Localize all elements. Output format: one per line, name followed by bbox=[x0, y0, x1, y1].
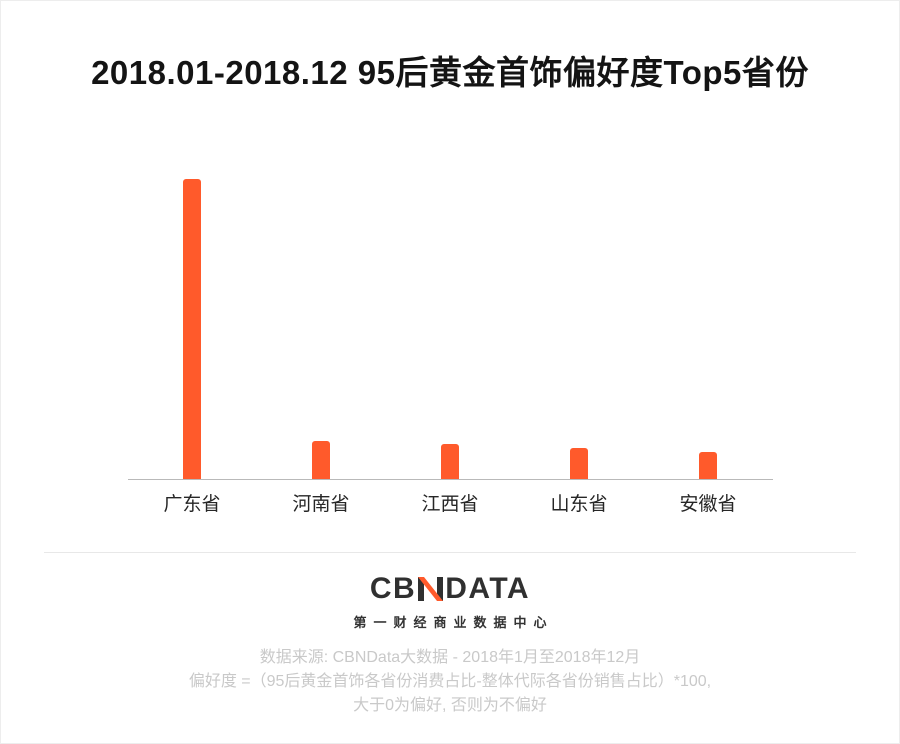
cbndata-logo: CB DATA bbox=[1, 572, 899, 606]
bar-column bbox=[386, 444, 515, 479]
bar-安徽省 bbox=[699, 452, 717, 479]
logo-text-right: DATA bbox=[445, 572, 531, 605]
bar-广东省 bbox=[183, 179, 201, 479]
footer-notes: 数据来源: CBNData大数据 - 2018年1月至2018年12月 偏好度 … bbox=[1, 646, 899, 718]
category-label: 江西省 bbox=[421, 494, 479, 515]
footer-note-line: 大于0为偏好, 否则为不偏好 bbox=[353, 697, 547, 714]
logo-subtitle: 第一财经商业数据中心 bbox=[353, 615, 554, 630]
labels-row: 广东省 河南省 江西省 山东省 安徽省 bbox=[128, 489, 773, 516]
footer-source-line: 数据来源: CBNData大数据 - 2018年1月至2018年12月 bbox=[259, 649, 641, 666]
footer-formula-line: 偏好度 =（95后黄金首饰各省份消费占比-整体代际各省份销售占比）*100, bbox=[188, 673, 712, 690]
bar-column bbox=[257, 441, 386, 479]
bar-column bbox=[644, 452, 773, 479]
bar-河南省 bbox=[312, 441, 330, 479]
bar-山东省 bbox=[570, 448, 588, 479]
bars-row bbox=[127, 179, 773, 480]
logo-n-icon bbox=[418, 577, 444, 601]
bar-chart: 广东省 河南省 江西省 山东省 安徽省 bbox=[127, 179, 773, 516]
category-label: 广东省 bbox=[163, 494, 221, 515]
page-title: 2018.01-2018.12 95后黄金首饰偏好度Top5省份 bbox=[91, 54, 809, 91]
category-label: 山东省 bbox=[550, 494, 608, 515]
bar-column bbox=[128, 179, 257, 479]
category-label: 安徽省 bbox=[679, 494, 737, 515]
divider bbox=[44, 552, 856, 553]
bar-column bbox=[515, 448, 644, 479]
logo-text-left: CB bbox=[369, 572, 417, 605]
category-label: 河南省 bbox=[292, 494, 350, 515]
bar-江西省 bbox=[441, 444, 459, 479]
